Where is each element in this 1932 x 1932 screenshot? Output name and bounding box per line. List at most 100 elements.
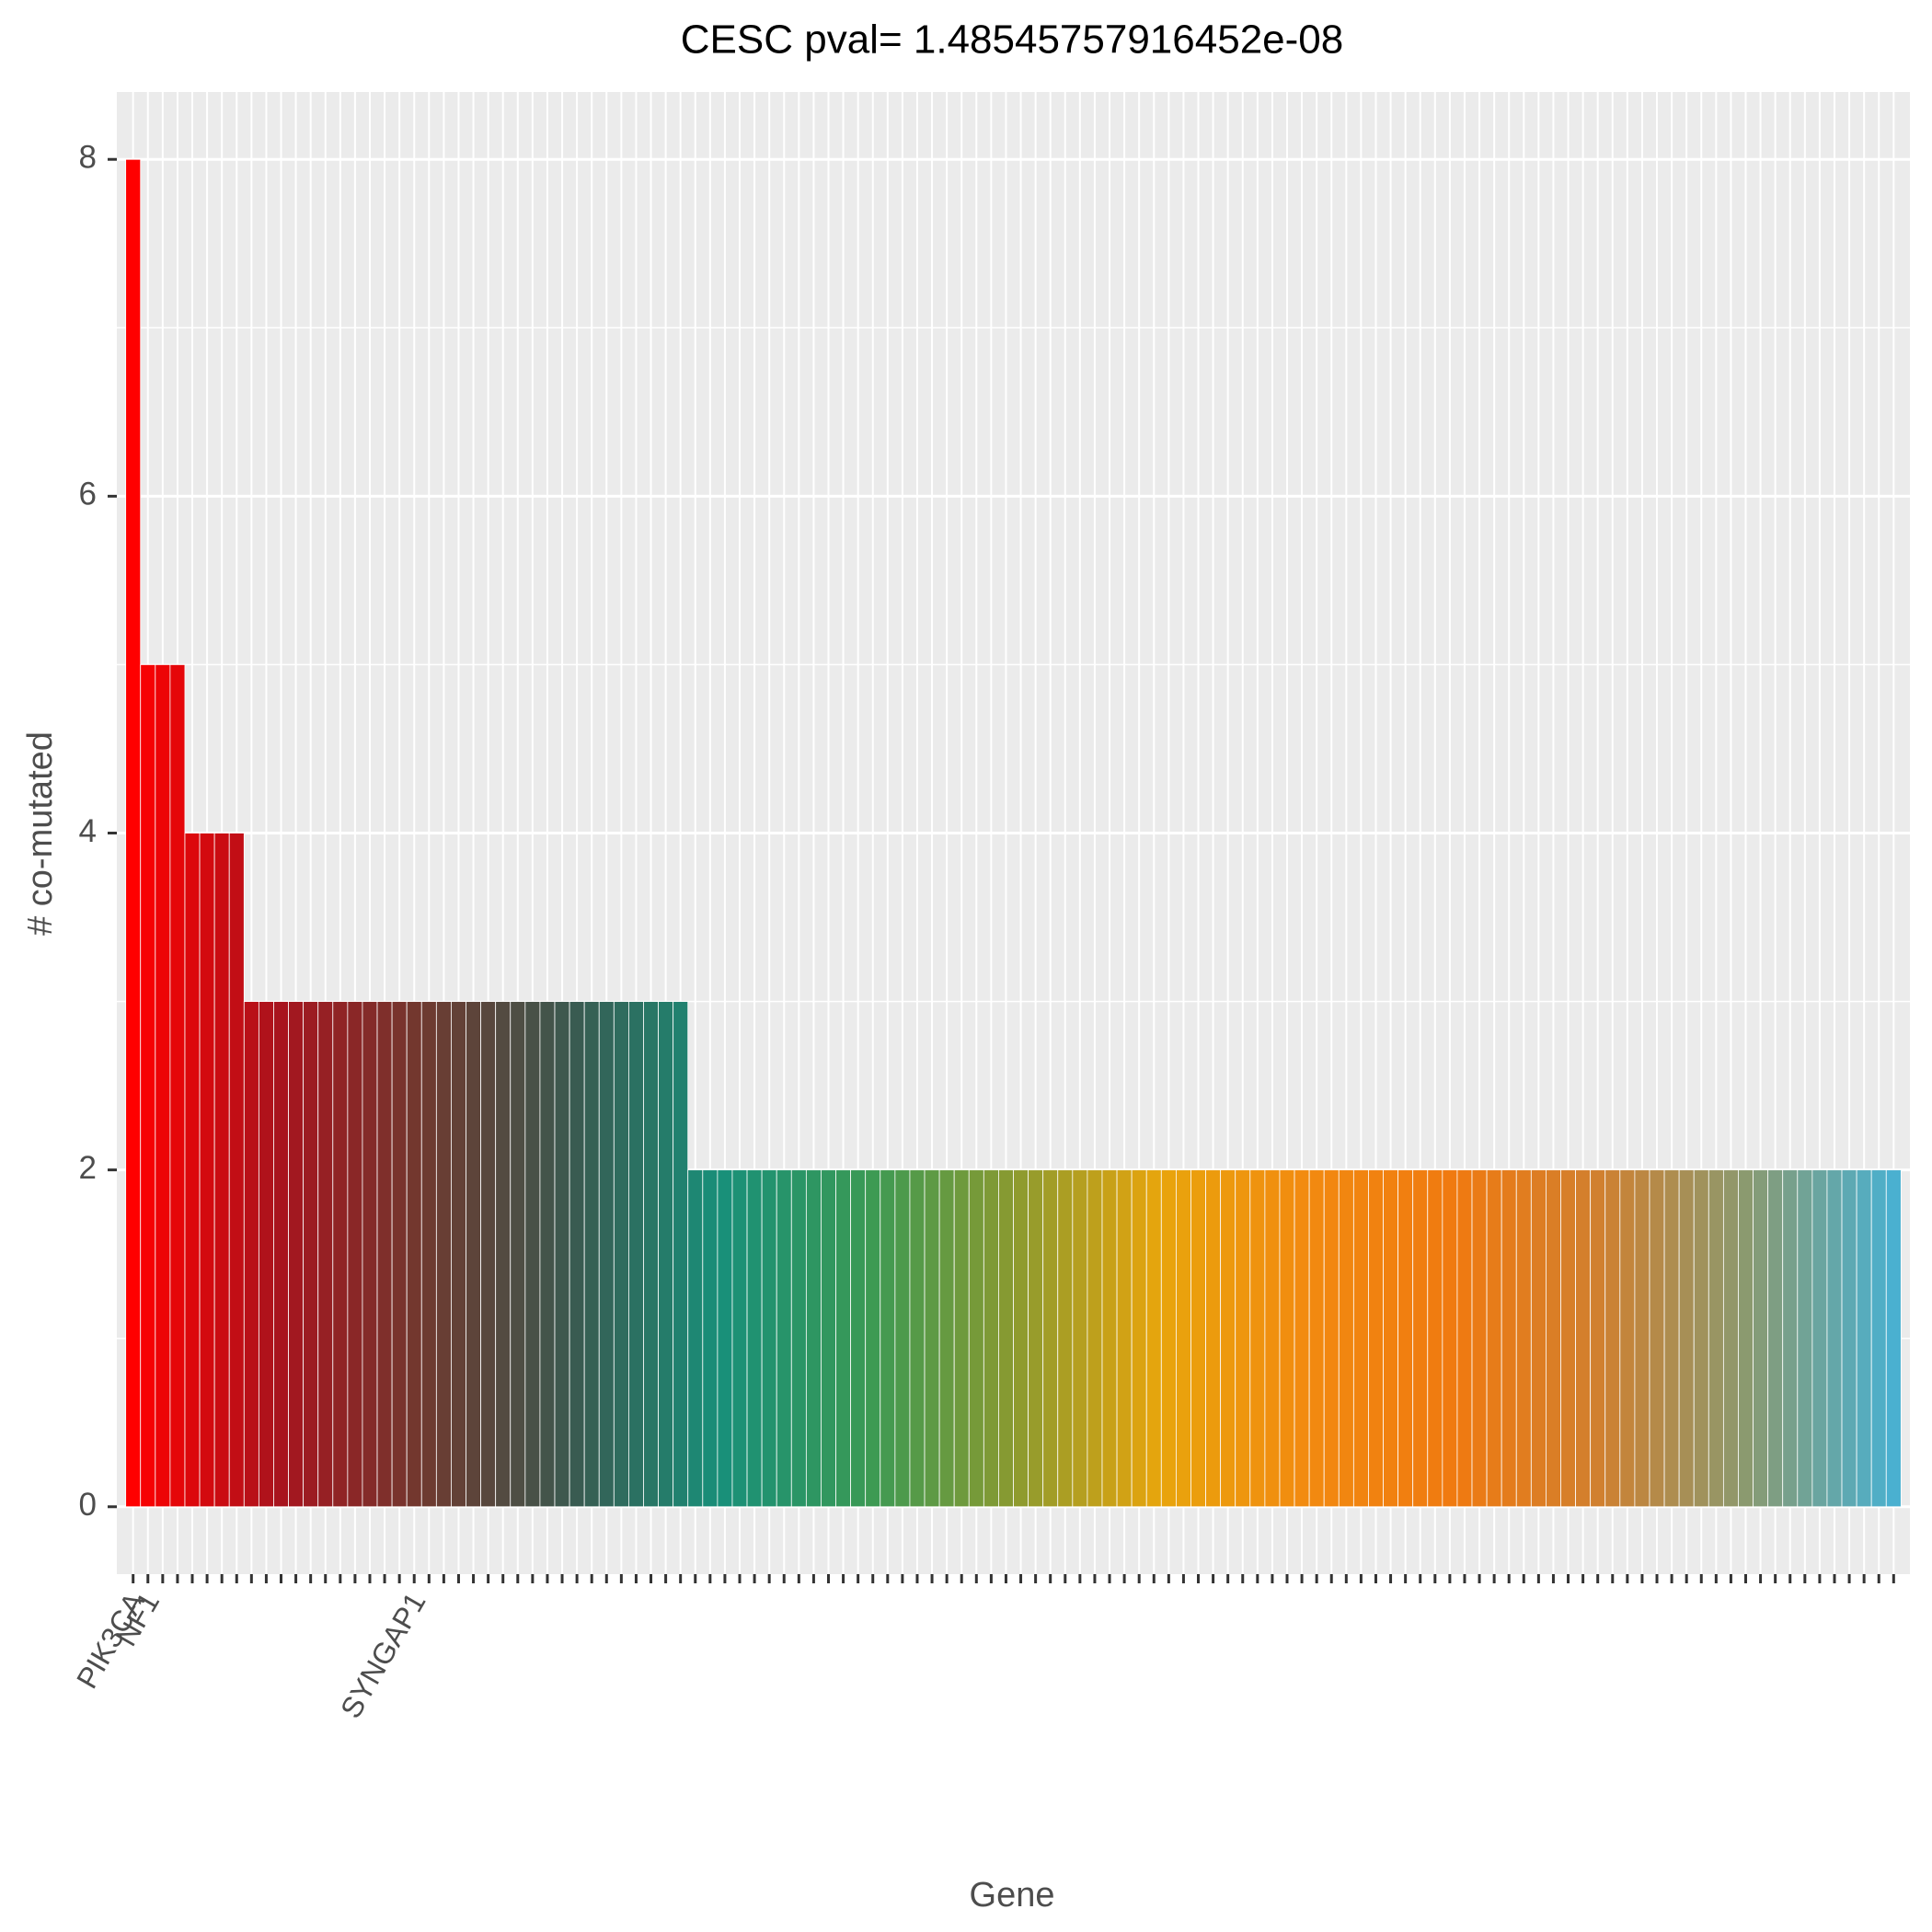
bar: [850, 1169, 867, 1508]
bar: [687, 1169, 704, 1508]
bar: [894, 1169, 911, 1508]
bar: [1870, 1169, 1887, 1508]
bar: [258, 1001, 274, 1508]
bar: [510, 1001, 526, 1508]
bar: [1308, 1169, 1325, 1508]
bar: [1220, 1169, 1236, 1508]
bar: [1116, 1169, 1133, 1508]
bar: [790, 1169, 807, 1508]
bar: [539, 1001, 556, 1508]
bar: [658, 1001, 674, 1508]
bar: [273, 1001, 289, 1508]
bar: [569, 1001, 585, 1508]
bar: [821, 1169, 836, 1508]
bar: [1693, 1169, 1709, 1508]
bar: [1442, 1169, 1458, 1508]
bar: [731, 1169, 748, 1508]
bar: [1856, 1169, 1872, 1508]
bar: [1501, 1169, 1517, 1508]
bar: [583, 1001, 600, 1508]
bar: [1663, 1169, 1680, 1508]
bar: [1885, 1169, 1902, 1508]
bar: [643, 1001, 659, 1508]
bar: [1397, 1169, 1414, 1508]
bar: [1604, 1169, 1621, 1508]
bar: [1057, 1169, 1074, 1508]
bar: [983, 1169, 999, 1508]
bar: [376, 1001, 393, 1508]
bar: [1619, 1169, 1636, 1508]
bar: [1560, 1169, 1576, 1508]
bar: [554, 1001, 570, 1508]
bar: [717, 1169, 733, 1508]
bar: [213, 833, 230, 1508]
bar: [627, 1001, 644, 1508]
bar: [1634, 1169, 1650, 1508]
bar: [1294, 1169, 1310, 1508]
bar: [184, 833, 201, 1508]
bar: [1486, 1169, 1502, 1508]
bar: [865, 1169, 881, 1508]
chart-title: CESC pval= 1.48545757916452e-08: [681, 17, 1343, 63]
bar: [776, 1169, 792, 1508]
bar: [524, 1001, 541, 1508]
bar: [835, 1169, 852, 1508]
bar: [1042, 1169, 1059, 1508]
bar: [1811, 1169, 1828, 1508]
bar: [613, 1001, 629, 1508]
bar: [1471, 1169, 1488, 1508]
bar: [228, 833, 245, 1508]
bar: [199, 833, 215, 1508]
bar: [495, 1001, 512, 1508]
bar: [1352, 1169, 1369, 1508]
bar: [155, 664, 171, 1508]
bar: [317, 1001, 334, 1508]
bar: [998, 1169, 1014, 1508]
y-tick-label: 0: [79, 1487, 97, 1523]
bar: [1368, 1169, 1384, 1508]
bar: [1753, 1169, 1769, 1508]
bar: [480, 1001, 497, 1508]
bar: [1175, 1169, 1191, 1508]
y-tick-label: 8: [79, 139, 97, 175]
bar: [125, 158, 142, 1508]
bar: [1323, 1169, 1340, 1508]
bar: [1249, 1169, 1266, 1508]
bar: [1782, 1169, 1799, 1508]
bar: [968, 1169, 984, 1508]
bar: [909, 1169, 926, 1508]
bar: [435, 1001, 452, 1508]
bar: [1456, 1169, 1473, 1508]
bar: [466, 1001, 481, 1508]
bar: [451, 1001, 466, 1508]
bar: [1235, 1169, 1251, 1508]
bar: [1427, 1169, 1443, 1508]
bar: [1722, 1169, 1739, 1508]
bar: [1145, 1169, 1162, 1508]
bar: [1087, 1169, 1103, 1508]
y-tick-label: 4: [79, 813, 97, 849]
bar: [1264, 1169, 1281, 1508]
bar: [761, 1169, 777, 1508]
bar: [1383, 1169, 1399, 1508]
bar: [332, 1001, 349, 1508]
bar: [406, 1001, 422, 1508]
x-axis-title: Gene: [970, 1876, 1055, 1915]
bar: [1841, 1169, 1857, 1508]
bar: [1575, 1169, 1592, 1508]
bar: [1590, 1169, 1606, 1508]
bar: [1515, 1169, 1532, 1508]
bar: [140, 664, 156, 1508]
bar: [1160, 1169, 1177, 1508]
bar: [362, 1001, 378, 1508]
bar: [746, 1169, 763, 1508]
bar: [1028, 1169, 1044, 1508]
bar: [243, 1001, 259, 1508]
bar: [1767, 1169, 1784, 1508]
bar: [347, 1001, 363, 1508]
bar: [1013, 1169, 1029, 1508]
bar: [1131, 1169, 1147, 1508]
bar: [420, 1001, 437, 1508]
bar: [1546, 1169, 1561, 1508]
